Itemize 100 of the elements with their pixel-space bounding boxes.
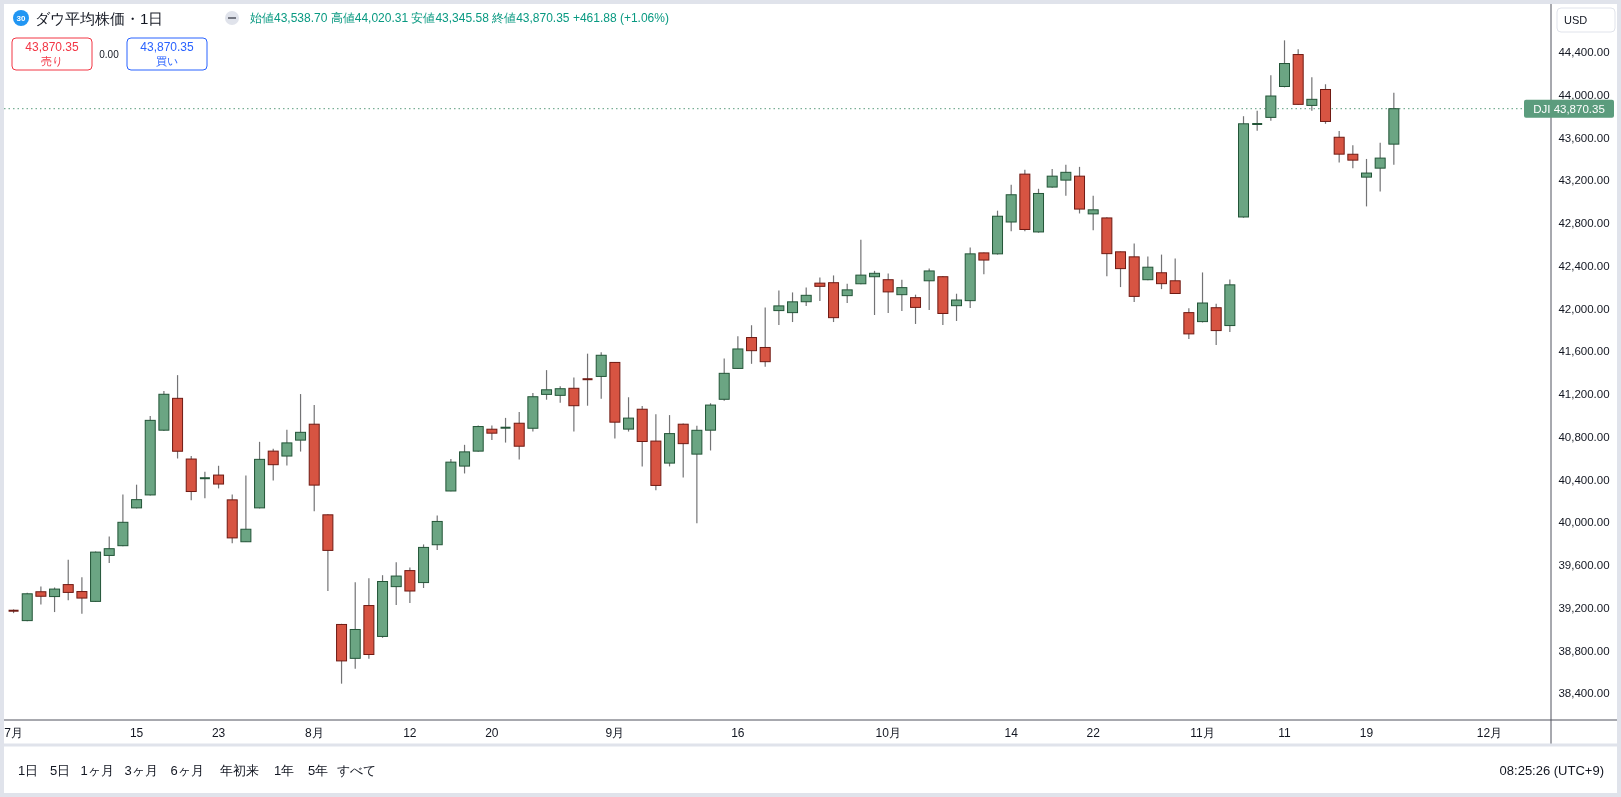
candlestick bbox=[103, 535, 115, 564]
candlestick bbox=[896, 279, 908, 312]
annotation: 売り bbox=[41, 55, 63, 67]
x-tick-label: 7月 bbox=[4, 726, 23, 740]
candlestick bbox=[1169, 257, 1181, 295]
y-tick-label: 39,600.00 bbox=[1558, 559, 1610, 572]
annotation: 30 bbox=[16, 13, 26, 23]
candlestick bbox=[76, 576, 88, 615]
y-tick-label: 42,800.00 bbox=[1558, 217, 1610, 230]
candlestick bbox=[1265, 74, 1277, 122]
candlestick bbox=[882, 272, 894, 314]
candlestick bbox=[910, 294, 922, 325]
y-tick-label: 44,400.00 bbox=[1558, 46, 1610, 59]
y-tick-label: 38,400.00 bbox=[1558, 687, 1610, 700]
x-tick-label: 16 bbox=[731, 726, 745, 740]
candlestick bbox=[281, 429, 293, 467]
candlestick bbox=[732, 335, 744, 370]
candlestick bbox=[1156, 254, 1168, 290]
candlestick bbox=[131, 484, 143, 510]
candlestick bbox=[35, 585, 47, 606]
x-tick-label: 10月 bbox=[875, 726, 901, 740]
candlestick bbox=[1087, 195, 1099, 231]
text: 1ヶ月 bbox=[80, 762, 114, 778]
text: 1日 bbox=[17, 762, 39, 778]
candlestick bbox=[787, 291, 799, 323]
x-tick-label: 11 bbox=[1278, 726, 1292, 740]
candlestick bbox=[499, 417, 512, 444]
annotation: 買い bbox=[156, 55, 178, 67]
x-tick-label: 9月 bbox=[605, 726, 625, 740]
candlestick bbox=[568, 376, 580, 433]
candlestick bbox=[1251, 110, 1264, 132]
y-tick-label: 42,000.00 bbox=[1558, 302, 1610, 315]
text: 5年 bbox=[307, 762, 329, 778]
candlestick bbox=[267, 448, 279, 482]
y-tick-label: 44,000.00 bbox=[1558, 88, 1610, 101]
candlestick bbox=[951, 293, 963, 322]
y-tick-label: 41,200.00 bbox=[1558, 388, 1610, 401]
candlestick bbox=[1197, 271, 1209, 324]
text: 1年 bbox=[273, 762, 295, 778]
y-tick-label: 43,600.00 bbox=[1558, 131, 1610, 144]
y-tick-label: 41,600.00 bbox=[1558, 345, 1610, 358]
candlestick bbox=[295, 393, 307, 453]
text: 3ヶ月 bbox=[124, 762, 158, 778]
x-tick-label: 15 bbox=[129, 726, 144, 740]
candlestick bbox=[581, 353, 594, 407]
y-tick-label: 40,400.00 bbox=[1558, 473, 1610, 486]
candlestick bbox=[49, 586, 61, 613]
candlestick bbox=[240, 475, 252, 543]
x-tick-label: 23 bbox=[211, 726, 226, 740]
x-tick-label: 19 bbox=[1359, 726, 1374, 740]
candlestick bbox=[62, 559, 74, 601]
text: 年初来 bbox=[219, 762, 259, 778]
candlestick bbox=[746, 324, 758, 365]
candlestick bbox=[486, 424, 498, 441]
candlestick bbox=[814, 276, 826, 302]
candlestick bbox=[459, 444, 471, 475]
x-tick-label: 12月 bbox=[1476, 726, 1503, 740]
candlestick bbox=[1306, 76, 1318, 112]
candlestick bbox=[841, 283, 853, 304]
candlestick bbox=[1210, 303, 1222, 346]
text: すべて bbox=[336, 762, 376, 778]
candlestick bbox=[404, 566, 416, 604]
candlestick bbox=[773, 289, 785, 326]
candlestick bbox=[390, 561, 402, 606]
candlestick bbox=[513, 411, 525, 461]
candlestick bbox=[431, 514, 443, 551]
candlestick bbox=[1361, 158, 1373, 207]
y-tick-label: 43,200.00 bbox=[1558, 174, 1610, 187]
x-tick-label: 11月 bbox=[1190, 726, 1215, 740]
candlestick bbox=[198, 471, 211, 499]
chart-title: ダウ平均株価・1日 bbox=[35, 9, 164, 27]
x-tick-label: 20 bbox=[485, 726, 499, 740]
candlestick bbox=[869, 270, 881, 316]
candlestick bbox=[117, 494, 129, 547]
annotation: 0.00 bbox=[99, 48, 120, 60]
y-tick-label: 42,400.00 bbox=[1558, 259, 1610, 272]
candlestick bbox=[978, 251, 990, 275]
candlestick bbox=[541, 369, 553, 401]
candlestick bbox=[691, 425, 703, 524]
candlestick bbox=[1279, 39, 1291, 88]
candlestick bbox=[1347, 144, 1359, 169]
candlestick bbox=[1333, 130, 1345, 164]
candlestick bbox=[1046, 168, 1058, 189]
candlestick bbox=[759, 306, 771, 368]
text: 08:25:26 (UTC+9) bbox=[1499, 762, 1604, 778]
candlestick bbox=[1060, 164, 1072, 197]
text: 6ヶ月 bbox=[170, 762, 204, 778]
x-tick-label: 8月 bbox=[304, 726, 324, 740]
candlestick bbox=[855, 239, 867, 285]
candlestick bbox=[923, 267, 935, 311]
candlestick bbox=[1374, 142, 1386, 193]
candlestick bbox=[1115, 250, 1127, 288]
candlestick bbox=[623, 396, 635, 433]
candlestick bbox=[800, 286, 812, 307]
text: USD bbox=[1564, 14, 1588, 26]
candlestick bbox=[595, 351, 607, 400]
candlestick bbox=[677, 422, 689, 479]
x-tick-label: 14 bbox=[1004, 726, 1019, 740]
y-tick-label: 39,200.00 bbox=[1558, 601, 1610, 614]
text: 5日 bbox=[49, 762, 71, 778]
